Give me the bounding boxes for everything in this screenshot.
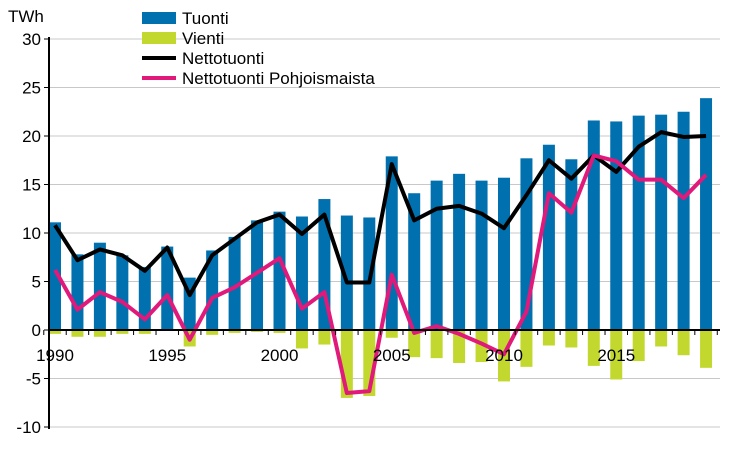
bar-tuonti-2019	[700, 98, 712, 330]
y-axis-label: TWh	[8, 7, 44, 26]
bar-tuonti-2014	[588, 120, 600, 330]
bar-tuonti-2008	[453, 174, 465, 330]
bar-tuonti-1993	[116, 255, 128, 330]
bar-tuonti-2015	[610, 121, 622, 330]
bar-tuonti-1991	[71, 254, 83, 330]
x-tick-label-2005: 2005	[373, 346, 411, 365]
x-tick-label-1995: 1995	[148, 346, 186, 365]
legend-label: Nettotuonti	[182, 49, 264, 68]
bar-vienti-1992	[94, 330, 106, 337]
bar-vienti-2005	[386, 330, 398, 338]
y-tick-label: 25	[22, 79, 41, 98]
x-tick-label-2010: 2010	[485, 346, 523, 365]
legend-swatch	[142, 32, 176, 44]
y-tick-label: 30	[22, 30, 41, 49]
bar-vienti-2012	[543, 330, 555, 346]
bar-vienti-2007	[431, 330, 443, 358]
y-tick-label: 15	[22, 176, 41, 195]
y-tick-label: 5	[32, 273, 41, 292]
legend-label: Vienti	[182, 29, 224, 48]
x-tick-label-2000: 2000	[261, 346, 299, 365]
legend-label: Nettotuonti Pohjoismaista	[182, 69, 375, 88]
legend-swatch	[142, 12, 176, 24]
x-tick-label-1990: 1990	[36, 346, 74, 365]
bar-tuonti-2018	[678, 112, 690, 330]
y-tick-label: 0	[32, 321, 41, 340]
bar-tuonti-2007	[431, 181, 443, 330]
bar-tuonti-2013	[565, 159, 577, 330]
bar-vienti-2018	[678, 330, 690, 355]
bar-tuonti-1992	[94, 243, 106, 330]
bar-tuonti-2012	[543, 145, 555, 330]
x-tick-label-2015: 2015	[597, 346, 635, 365]
y-tick-label: -10	[16, 418, 41, 437]
y-tick-label: 10	[22, 224, 41, 243]
bar-tuonti-2017	[655, 115, 667, 330]
bar-tuonti-2009	[476, 181, 488, 330]
bar-vienti-1991	[71, 330, 83, 337]
line-nettotuonti	[55, 132, 706, 295]
bar-tuonti-2010	[498, 178, 510, 330]
bar-vienti-2002	[318, 330, 330, 345]
y-tick-label: 20	[22, 127, 41, 146]
y-tick-label: -5	[26, 370, 41, 389]
bar-vienti-2017	[655, 330, 667, 346]
legend-label: Tuonti	[182, 9, 229, 28]
bar-vienti-2019	[700, 330, 712, 368]
bar-vienti-2013	[565, 330, 577, 347]
